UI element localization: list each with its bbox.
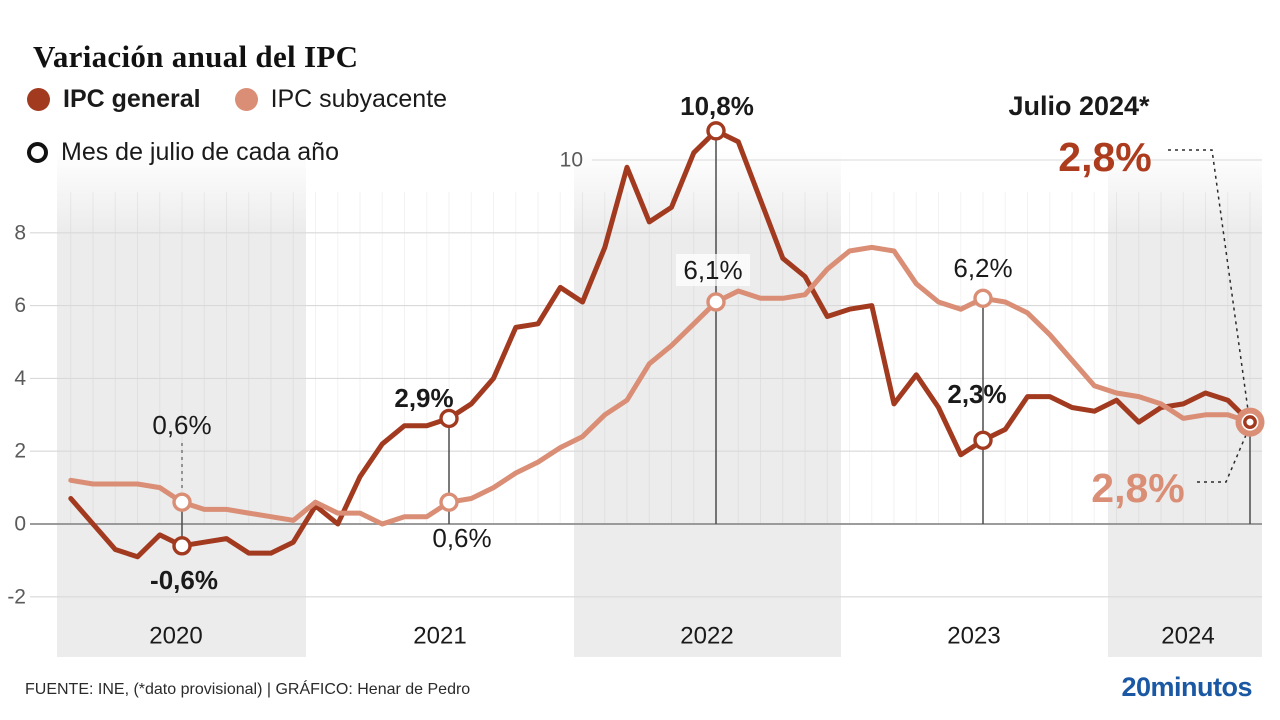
legend-series: IPC general IPC subyacente bbox=[27, 85, 447, 114]
y-tick-label: 2 bbox=[14, 440, 26, 463]
year-band bbox=[574, 150, 841, 657]
july-marker-subyacente bbox=[172, 492, 192, 512]
y-tick-label: 0 bbox=[14, 513, 26, 536]
july-marker-subyacente bbox=[439, 492, 459, 512]
20minutos-logo: 20minutos bbox=[1121, 672, 1252, 702]
y-tick-label: -2 bbox=[7, 585, 26, 608]
x-axis-year-label: 2021 bbox=[413, 623, 466, 650]
x-axis-year-label: 2022 bbox=[680, 623, 733, 650]
july-marker-subyacente bbox=[706, 292, 726, 312]
july-2024-marker-inner bbox=[1243, 415, 1257, 429]
dash-pointer-general-2024 bbox=[1168, 149, 1249, 411]
subyacente-value-label: 6,2% bbox=[953, 253, 1012, 283]
big-general-value-2024: 2,8% bbox=[1058, 134, 1151, 180]
ipc-line-chart: -2 0 2 4 6 8 10 -0,6% 0,6% 2,9% 0,6% 10,8% 6,1% 2,3% 6… bbox=[7, 91, 1265, 657]
ipc-subyacente-swatch-icon bbox=[234, 88, 258, 111]
y-tick-label: 10 bbox=[560, 149, 583, 172]
july-marker-ring-icon bbox=[27, 142, 48, 163]
chart-area: -2 0 2 4 6 8 10 -0,6% 0,6% 2,9% 0,6% 10,8% 6,1% 2,3% 6… bbox=[7, 91, 1265, 657]
label-backdrop bbox=[676, 254, 750, 286]
legend-label-ipc-subyacente: IPC subyacente bbox=[270, 85, 448, 113]
big-subyacente-value-2024: 2,8% bbox=[1091, 465, 1184, 511]
page-title: Variación anual del IPC bbox=[33, 38, 359, 74]
dash-pointer-subyacente-2024 bbox=[1197, 434, 1247, 483]
x-axis-year-label: 2024 bbox=[1161, 623, 1214, 650]
ipc-general-swatch-icon bbox=[27, 88, 50, 111]
subyacente-value-label: 6,1% bbox=[683, 255, 742, 285]
legend-label-ipc-general: IPC general bbox=[63, 85, 201, 113]
legend-july-marker: Mes de julio de cada año bbox=[27, 138, 339, 167]
y-tick-label: 4 bbox=[14, 367, 26, 390]
julio-2024-title: Julio 2024* bbox=[1008, 91, 1150, 121]
x-axis-year-label: 2023 bbox=[947, 623, 1000, 650]
legend-label-july-note: Mes de julio de cada año bbox=[61, 138, 339, 166]
ipc-general-line bbox=[68, 128, 1253, 560]
y-tick-label: 8 bbox=[14, 221, 26, 244]
july-marker-general bbox=[172, 536, 192, 556]
july-marker-general bbox=[439, 408, 459, 429]
subyacente-value-label: 0,6% bbox=[432, 523, 491, 553]
general-value-label: 2,9% bbox=[394, 383, 453, 413]
subyacente-value-label: 0,6% bbox=[152, 410, 211, 440]
year-band bbox=[57, 150, 306, 657]
july-marker-general bbox=[973, 430, 993, 450]
general-value-label: 10,8% bbox=[680, 91, 754, 121]
x-axis-year-label: 2020 bbox=[149, 623, 202, 650]
general-value-label: -0,6% bbox=[150, 565, 218, 595]
july-marker-subyacente bbox=[973, 288, 993, 309]
source-credit: FUENTE: INE, (*dato provisional) | GRÁFI… bbox=[25, 681, 471, 698]
july-marker-general bbox=[706, 121, 726, 141]
ipc-subyacente-line bbox=[68, 244, 1253, 527]
general-value-label: 2,3% bbox=[947, 379, 1006, 409]
y-tick-label: 6 bbox=[14, 294, 26, 317]
